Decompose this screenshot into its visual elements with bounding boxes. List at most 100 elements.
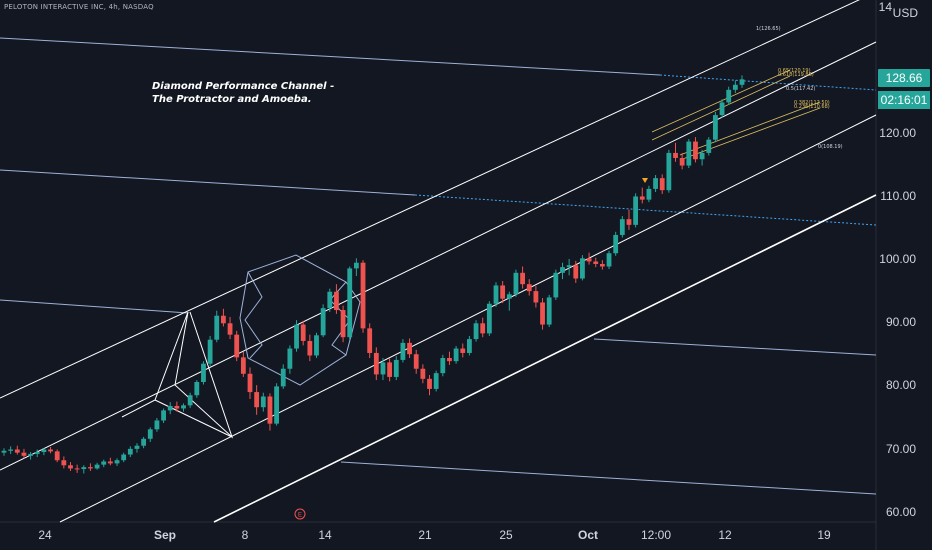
candle-body [240,357,246,374]
candle-body [360,262,366,329]
y-tick-label: 60.00 [885,504,916,519]
candle-body [540,302,545,325]
candle-body [347,268,353,338]
candle-body [334,291,339,311]
candle-body [114,460,120,464]
candle-body [88,467,93,469]
candle-body [599,263,605,267]
candle-body [719,102,725,116]
chart-annotation[interactable]: Diamond Performance Channel - The Protra… [152,80,334,106]
x-tick-label: 25 [499,528,513,542]
candle-body [141,438,147,446]
candle-body [440,358,446,374]
candle-body [21,452,27,456]
candle-body [433,373,439,389]
candle-body [94,464,100,469]
candle-body [593,261,599,264]
fib-label-0236: 0.236(110.68) [794,104,830,110]
candle-body [427,378,432,389]
candle-body [353,262,359,269]
candle-body [1,450,7,453]
candle-body [320,308,326,336]
candle-body [513,272,519,295]
candle-body [580,258,585,279]
arrow-marker-icon [642,178,648,183]
lower-line-2 [340,461,877,495]
candle-body [659,178,665,191]
fib-label-0: 0(108.19) [818,144,843,150]
candle-body [639,196,645,200]
candle-body [267,396,273,424]
candle-body [260,396,266,408]
candle-body [48,449,53,452]
candle-body [387,362,393,377]
candle-body [327,291,333,309]
candle-body [234,334,240,358]
x-tick-label: 12:00 [640,528,672,542]
fib-label-065: 0.65(120.19) [778,68,811,74]
lower-line-1 [593,338,877,356]
y-tick-label: 110.00 [880,189,916,204]
candle-body [167,405,173,411]
candle-body [526,284,532,292]
candle-body [207,339,213,364]
resistance-line-mid [0,169,416,196]
candle-body [300,324,306,341]
candle-body [373,352,379,375]
candle-body [121,454,127,461]
candle-body [214,315,220,340]
candle-body [41,449,47,453]
candle-body [732,84,738,90]
candle-body [28,453,33,456]
y-tick-label: 100.00 [879,252,916,267]
candle-body [174,405,180,409]
candle-body [480,323,486,334]
y-tick-label: 120.00 [879,126,916,140]
candle-body [227,323,233,335]
candle-body [340,310,346,338]
x-tick-label: 19 [817,528,831,542]
candle-body [493,285,499,304]
resistance-line-upper [0,37,661,76]
earnings-marker-label: E [298,513,302,519]
candle-body [646,188,652,200]
candle-body [673,152,678,158]
candle-body [74,468,80,470]
candle-body [307,340,313,356]
candle-body [107,461,113,464]
candle-body [181,405,186,409]
level-label-1: 1(126.65) [756,26,781,32]
candle-body [8,449,14,451]
x-tick-label: Oct [577,528,599,542]
earnings-marker[interactable] [294,508,306,520]
candle-body [553,272,559,298]
candle-body [14,449,20,453]
channel-lower [213,194,877,523]
candle-body [633,196,639,225]
candle-body [54,451,60,461]
candle-body [101,461,107,465]
channel-upper [0,41,877,471]
candle-body [506,294,512,299]
amoeba-left-inner [244,271,263,359]
candle-body [713,115,718,140]
y-tick-label: 70.00 [885,441,916,456]
candle-body [560,267,565,273]
candle-body [147,429,153,439]
candle-body [486,303,492,334]
candle-body [447,358,452,362]
resistance-line-mid-ext [414,194,877,226]
symbol-title: PELOTON INTERACTIVE INC, 4h, NASDAQ [4,3,154,11]
fib-label-0382: 0.382(112.50) [794,100,830,106]
candle-body [161,410,166,421]
candle-body [626,219,632,225]
candle-body [473,323,479,340]
candle-body [413,354,419,369]
candle-body [606,253,612,267]
candle-body [201,363,206,382]
candles-group [1,75,745,474]
candle-body [613,234,619,254]
candle-body [679,157,685,166]
